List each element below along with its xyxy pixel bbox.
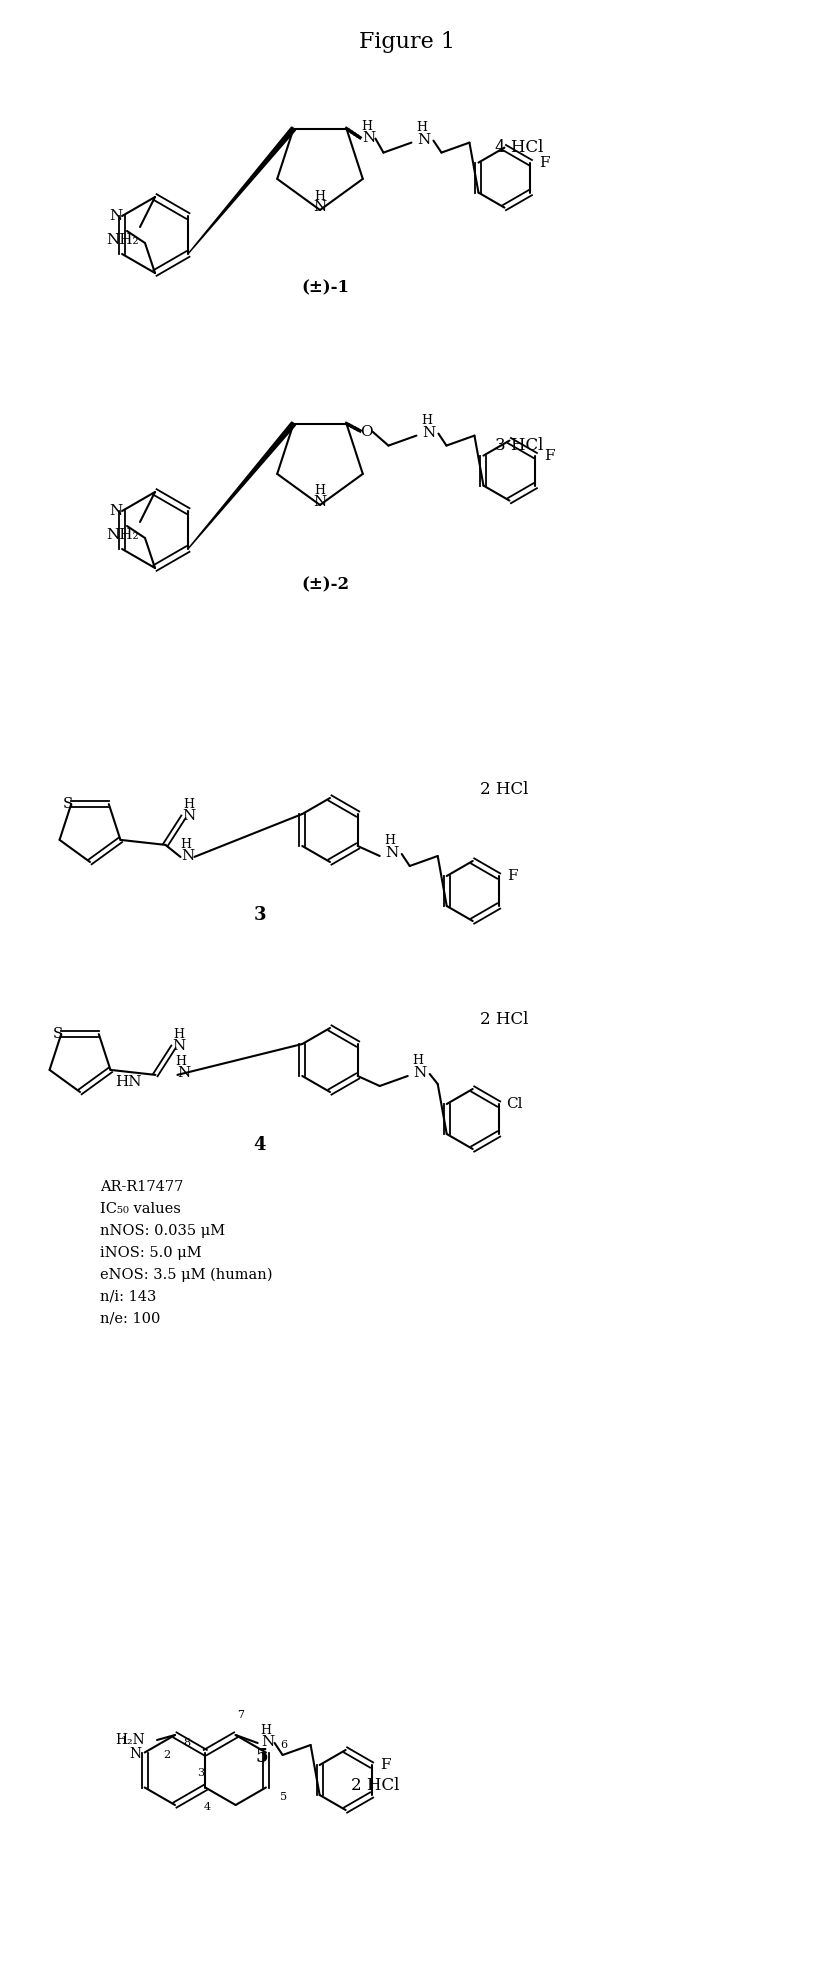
- Text: eNOS: 3.5 μM (human): eNOS: 3.5 μM (human): [100, 1268, 273, 1282]
- Text: F: F: [507, 869, 518, 883]
- Text: S: S: [53, 1028, 63, 1042]
- Text: S: S: [63, 798, 73, 811]
- Text: N: N: [172, 1040, 185, 1054]
- Text: N: N: [422, 427, 435, 440]
- Text: 6: 6: [280, 1740, 287, 1750]
- Text: N: N: [109, 504, 122, 518]
- Text: 3: 3: [254, 907, 266, 925]
- Text: 4: 4: [204, 1803, 211, 1813]
- Text: n/e: 100: n/e: 100: [100, 1311, 160, 1325]
- Text: N: N: [181, 849, 194, 863]
- Text: 2 HCl: 2 HCl: [480, 782, 528, 798]
- Text: N: N: [261, 1734, 274, 1750]
- Text: N: N: [413, 1065, 427, 1079]
- Text: H: H: [173, 1028, 184, 1042]
- Text: H: H: [180, 839, 191, 851]
- Text: F: F: [380, 1758, 391, 1772]
- Text: Figure 1: Figure 1: [359, 32, 455, 54]
- Text: (±)-1: (±)-1: [301, 280, 349, 296]
- Text: N: N: [362, 131, 375, 145]
- Text: F: F: [545, 448, 554, 462]
- Text: N: N: [313, 200, 326, 214]
- Text: H: H: [314, 190, 326, 202]
- Text: N: N: [385, 845, 398, 859]
- Text: 5: 5: [256, 1748, 269, 1766]
- Text: n/i: 143: n/i: 143: [100, 1290, 156, 1303]
- Text: iNOS: 5.0 μM: iNOS: 5.0 μM: [100, 1246, 202, 1260]
- Text: 2 HCl: 2 HCl: [480, 1012, 528, 1028]
- Text: H: H: [384, 835, 396, 847]
- Text: 2: 2: [164, 1750, 171, 1760]
- Text: IC₅₀ values: IC₅₀ values: [100, 1202, 181, 1216]
- Text: N: N: [417, 133, 430, 147]
- Text: N: N: [182, 809, 195, 823]
- Text: 7: 7: [237, 1710, 244, 1720]
- Text: 3 HCl: 3 HCl: [495, 436, 544, 454]
- Text: 4 HCl: 4 HCl: [495, 139, 544, 157]
- Text: AR-R17477: AR-R17477: [100, 1180, 183, 1194]
- Text: H: H: [183, 798, 194, 811]
- Text: N: N: [177, 1065, 190, 1079]
- Text: 2 HCl: 2 HCl: [351, 1776, 399, 1794]
- Text: H: H: [421, 415, 432, 427]
- Text: H: H: [412, 1055, 423, 1067]
- Text: 3: 3: [197, 1768, 204, 1778]
- Text: Cl: Cl: [506, 1097, 523, 1111]
- Text: nNOS: 0.035 μM: nNOS: 0.035 μM: [100, 1224, 225, 1238]
- Text: O: O: [360, 425, 373, 438]
- Text: (±)-2: (±)-2: [301, 577, 349, 593]
- Text: NH₂: NH₂: [107, 232, 139, 246]
- Text: N: N: [313, 494, 326, 510]
- Text: N: N: [129, 1748, 142, 1762]
- Text: H: H: [416, 121, 427, 135]
- Text: H: H: [361, 121, 372, 133]
- Text: H₂N: H₂N: [116, 1732, 145, 1748]
- Text: H: H: [175, 1055, 186, 1069]
- Text: N: N: [109, 208, 122, 222]
- Text: 8: 8: [184, 1738, 190, 1748]
- Text: F: F: [539, 155, 549, 169]
- Text: NH₂: NH₂: [107, 528, 139, 542]
- Text: 5: 5: [280, 1792, 287, 1803]
- Text: H: H: [260, 1724, 271, 1736]
- Polygon shape: [188, 423, 295, 550]
- Text: 4: 4: [254, 1137, 266, 1155]
- Text: H: H: [314, 484, 326, 498]
- Polygon shape: [188, 127, 295, 254]
- Text: HN: HN: [116, 1075, 142, 1089]
- Text: 1: 1: [121, 1736, 129, 1746]
